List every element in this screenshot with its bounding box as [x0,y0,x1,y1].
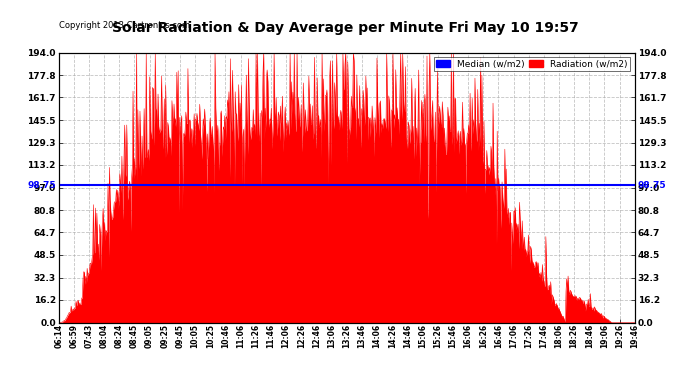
Text: 98.75: 98.75 [27,181,56,190]
Text: Solar Radiation & Day Average per Minute Fri May 10 19:57: Solar Radiation & Day Average per Minute… [112,21,578,34]
Text: Copyright 2013 Cartronics.com: Copyright 2013 Cartronics.com [59,21,190,30]
Text: 98.75: 98.75 [638,181,667,190]
Legend: Median (w/m2), Radiation (w/m2): Median (w/m2), Radiation (w/m2) [434,57,630,71]
